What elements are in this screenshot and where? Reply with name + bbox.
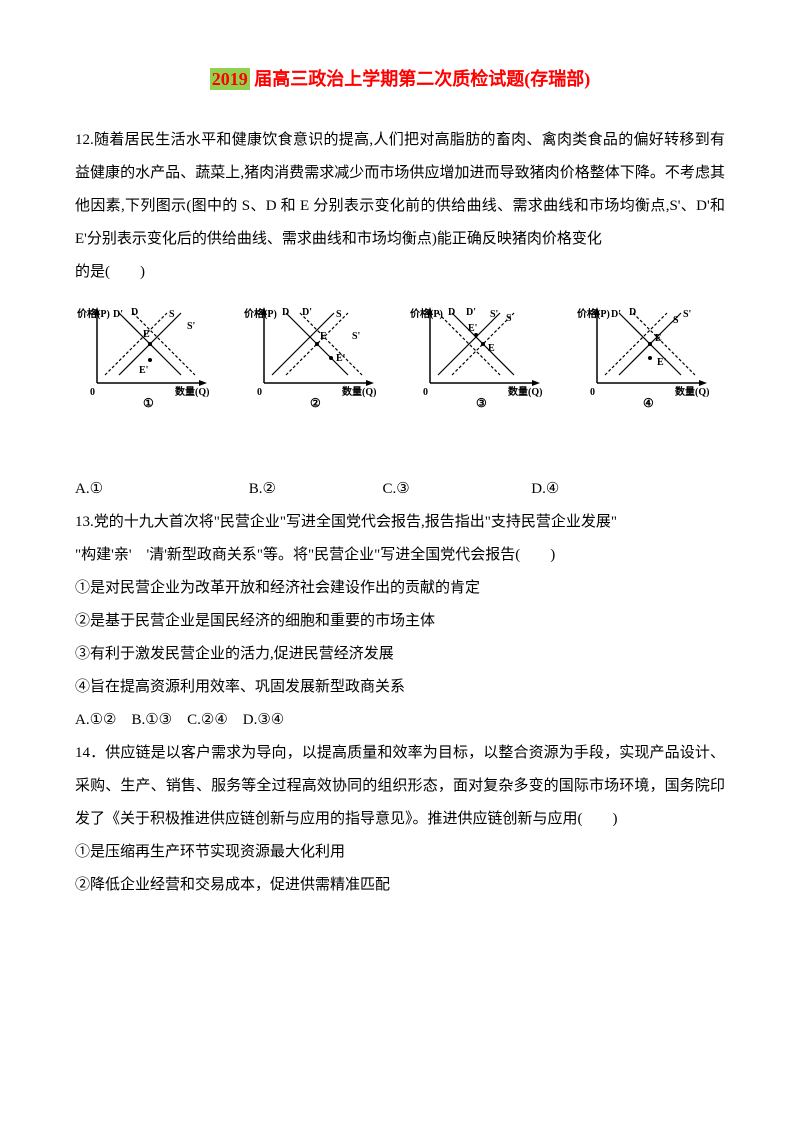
q12-opt-c: C.③ [383,473,528,506]
svg-text:③: ③ [476,396,487,410]
q13-line1: 13.党的十九大首次将"民营企业"写进全国党代会报告,报告指出"支持民营企业发展… [75,506,725,539]
svg-text:价格(P): 价格(P) [77,307,110,320]
title-highlight: 2019 [210,68,250,90]
q12-options: A.① B.② C.③ D.④ [75,473,725,506]
q12-opt-d: D.④ [531,473,559,506]
title-rest: 届高三政治上学期第二次质检试题(存瑞部) [250,69,591,89]
chart-2: 价格(P) 0 数量(Q) D D' S' SE E' ② [242,303,392,413]
svg-text:E: E [320,331,327,342]
svg-text:0: 0 [90,387,95,398]
svg-text:D: D [448,307,455,318]
q13-line2: "构建'亲' '清'新型政商关系"等。将"民营企业"写进全国党代会报告( ) [75,539,725,572]
svg-text:D: D [629,307,636,318]
svg-text:D': D' [466,307,476,318]
svg-text:②: ② [310,396,321,410]
q13-options: A.①② B.①③ C.②④ D.③④ [75,704,725,737]
svg-text:价格(P): 价格(P) [244,307,277,320]
svg-text:S': S' [490,309,499,320]
q12-text: 12.随着居民生活水平和健康饮食意识的提高,人们把对高脂肪的畜肉、禽肉类食品的偏… [75,124,725,256]
q12-text2: 的是( ) [75,256,725,289]
page-title: 2019 届高三政治上学期第二次质检试题(存瑞部) [75,60,725,100]
svg-text:价格(P): 价格(P) [577,307,610,320]
svg-text:E': E' [336,353,346,364]
svg-text:①: ① [143,396,154,410]
svg-text:0: 0 [590,387,595,398]
svg-text:D': D' [302,307,312,318]
svg-text:0: 0 [423,387,428,398]
svg-text:0: 0 [257,387,262,398]
q14-stmt1: ①是压缩再生产环节实现资源最大化利用 [75,836,725,869]
chart-4: 价格(P)0数量(Q)DD'SS'EE'④ [575,303,725,413]
q14-stmt2: ②降低企业经营和交易成本，促进供需精准匹配 [75,869,725,902]
svg-text:S': S' [683,309,692,320]
svg-text:数量(Q): 数量(Q) [342,385,376,398]
svg-text:E: E [143,329,150,340]
q13-stmt4: ④旨在提高资源利用效率、巩固发展新型政商关系 [75,671,725,704]
q14-line1: 14．供应链是以客户需求为导向，以提高质量和效率为目标，以整合资源为手段，实现产… [75,737,725,836]
q13-stmt1: ①是对民营企业为改革开放和经济社会建设作出的贡献的肯定 [75,572,725,605]
svg-text:数量(Q): 数量(Q) [508,385,542,398]
charts-row: 价格(P)0数量(Q)D'DSS'EE'①价格(P)0数量(Q)DD'S'SEE… [75,303,725,413]
q13-stmt2: ②是基于民营企业是国民经济的细胞和重要的市场主体 [75,605,725,638]
chart-3: 价格(P)0数量(Q)DD'SS'EE'③ [408,303,558,413]
svg-text:E': E' [468,323,478,334]
svg-text:S: S [169,309,175,320]
q12-opt-a: A.① [75,473,245,506]
svg-text:S: S [506,313,512,324]
svg-text:S: S [673,315,679,326]
svg-text:数量(Q): 数量(Q) [175,385,209,398]
q12-opt-b: B.② [249,473,379,506]
chart-1: 价格(P)0数量(Q)D'DSS'EE'① [75,303,225,413]
svg-text:④: ④ [643,396,654,410]
svg-text:S': S' [187,321,196,332]
svg-text:D: D [282,307,289,318]
svg-text:S': S' [352,331,361,342]
svg-text:E: E [655,333,662,344]
svg-text:E': E' [139,365,149,376]
q13-stmt3: ③有利于激发民营企业的活力,促进民营经济发展 [75,638,725,671]
svg-text:E': E' [657,357,667,368]
svg-text:E: E [488,343,495,354]
svg-text:D': D' [113,309,123,320]
svg-text:S: S [336,309,342,320]
svg-text:数量(Q): 数量(Q) [675,385,709,398]
